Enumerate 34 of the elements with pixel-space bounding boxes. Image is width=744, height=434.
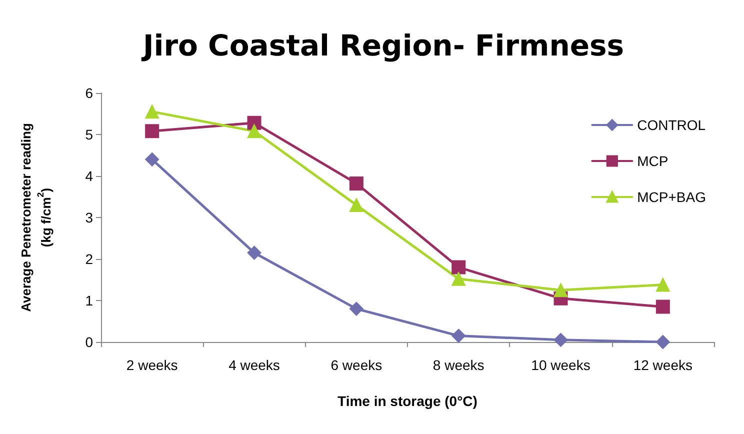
y-tick-label: 3	[85, 210, 94, 226]
point	[656, 335, 670, 349]
y-tick-label: 0	[85, 334, 94, 350]
point	[656, 278, 670, 292]
x-tick-label: 12 weeks	[633, 357, 692, 373]
legend-label: CONTROL	[637, 117, 706, 133]
point	[452, 272, 466, 286]
x-tick-label: 10 weeks	[531, 357, 590, 373]
point	[349, 198, 364, 212]
y-tick-label: 4	[85, 168, 94, 184]
point	[554, 332, 568, 347]
point	[349, 176, 364, 190]
x-axis-title: Time in storage (0°C)	[338, 393, 478, 409]
point	[145, 152, 160, 166]
point	[145, 104, 160, 119]
point	[554, 283, 568, 298]
x-tick-label: 6 weeks	[330, 357, 382, 373]
y-tick-label: 2	[85, 251, 94, 267]
point	[145, 124, 160, 138]
x-tick-label: 4 weeks	[228, 357, 280, 373]
y-tick-label: 1	[85, 292, 94, 308]
chart-title: Jiro Coastal Region- Firmness	[141, 28, 624, 62]
legend-label: MCP+BAG	[637, 189, 706, 205]
x-tick-label: 8 weeks	[432, 357, 484, 373]
point	[656, 300, 670, 314]
point	[247, 246, 262, 260]
point	[452, 260, 466, 274]
point	[452, 328, 466, 343]
legend-label: MCP	[637, 153, 668, 169]
y-tick-label: 5	[85, 126, 94, 142]
x-tick-label: 2 weeks	[126, 357, 178, 373]
point	[349, 302, 364, 316]
y-tick-label: 6	[85, 85, 94, 101]
point	[247, 124, 262, 138]
